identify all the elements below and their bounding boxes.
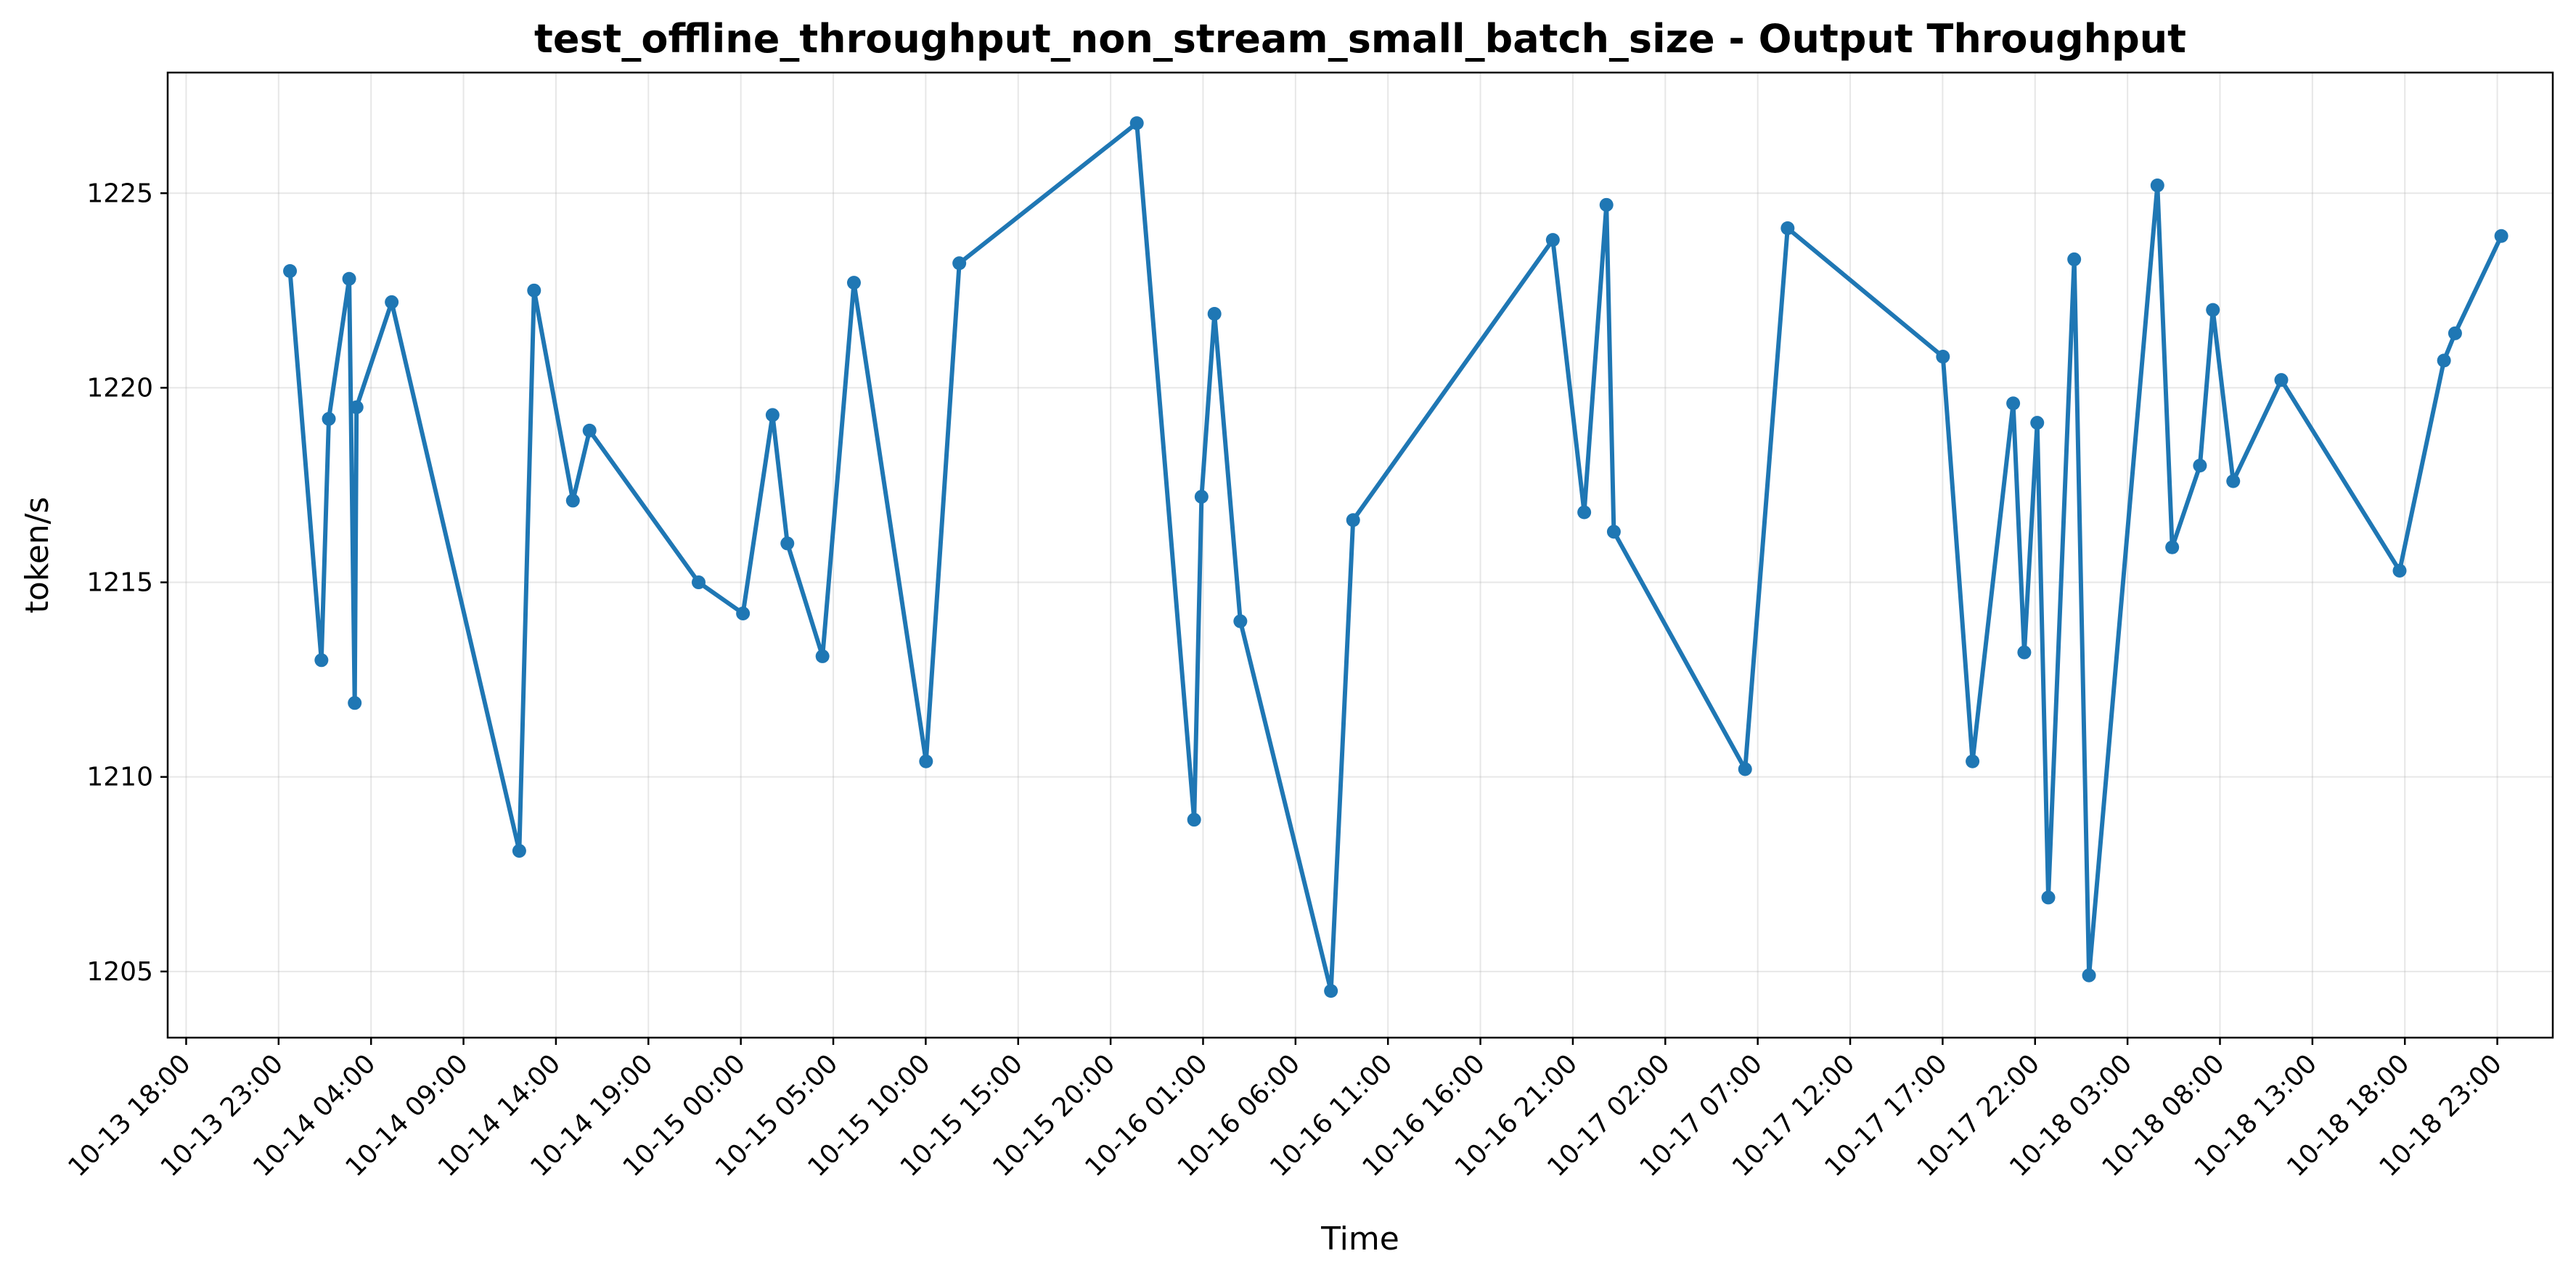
y-tick-label: 1205 <box>86 957 153 987</box>
data-point <box>1233 614 1248 628</box>
data-point <box>2392 563 2407 578</box>
data-point <box>385 295 399 309</box>
data-point <box>527 283 541 298</box>
data-point <box>2067 252 2082 266</box>
plot-frame <box>166 71 2554 1039</box>
data-point <box>691 575 706 590</box>
data-point <box>919 754 933 768</box>
data-point <box>2193 459 2207 473</box>
data-point <box>582 423 597 438</box>
data-point <box>348 696 362 710</box>
data-point <box>2150 179 2164 193</box>
data-point <box>2226 474 2241 488</box>
data-point <box>780 536 795 551</box>
data-point <box>846 276 861 290</box>
data-point <box>1207 307 1222 321</box>
data-point <box>1187 813 1201 827</box>
data-point <box>512 844 526 858</box>
data-point <box>1324 984 1338 998</box>
data-point <box>2030 416 2045 430</box>
data-point <box>1346 513 1360 528</box>
data-point <box>952 256 967 271</box>
data-point <box>2165 540 2180 554</box>
data-point <box>765 408 780 422</box>
data-point <box>2206 303 2220 317</box>
data-point <box>1577 505 1592 520</box>
data-point <box>1129 116 1144 131</box>
data-point <box>2006 396 2021 411</box>
y-tick-label: 1210 <box>86 763 153 792</box>
y-axis-label: token/s <box>19 497 56 614</box>
data-point <box>2017 645 2032 660</box>
data-point <box>1599 197 1614 212</box>
data-point <box>1780 221 1795 236</box>
data-point <box>283 264 298 279</box>
data-point <box>314 653 329 668</box>
data-point <box>2437 353 2451 368</box>
data-point <box>1545 233 1560 247</box>
series-line <box>287 120 2504 993</box>
data-point <box>322 411 336 426</box>
series-line-group <box>283 116 2508 998</box>
grid-lines <box>168 73 2553 1038</box>
y-axis: 1205 1210 1215 1220 1225 <box>86 179 168 987</box>
data-point <box>2494 229 2508 243</box>
data-point <box>1738 762 1752 776</box>
data-point <box>565 493 580 508</box>
x-axis-label: Time <box>1320 1220 1399 1258</box>
data-point <box>1966 754 1980 768</box>
data-point <box>1936 349 1950 364</box>
y-tick-label: 1220 <box>86 373 153 403</box>
data-point <box>815 649 830 663</box>
data-point <box>2448 326 2462 340</box>
data-point <box>2041 890 2056 905</box>
data-point <box>2082 968 2096 982</box>
y-tick-label: 1215 <box>86 568 153 598</box>
data-point <box>2274 373 2289 387</box>
data-point <box>1194 490 1209 504</box>
y-tick-label: 1225 <box>86 179 153 208</box>
data-point <box>349 400 364 414</box>
data-point <box>736 606 751 620</box>
data-point <box>1606 525 1621 539</box>
chart-title: test_offline_throughput_non_stream_small… <box>534 16 2186 62</box>
data-point <box>342 271 356 286</box>
